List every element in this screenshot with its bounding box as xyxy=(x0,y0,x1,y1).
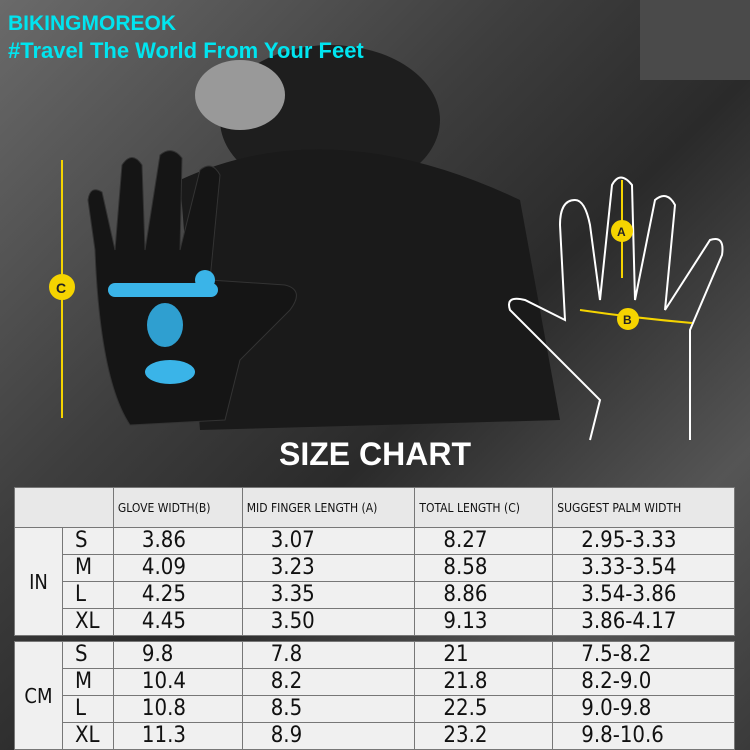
label-a: A xyxy=(617,225,626,239)
column-header: GLOVE WIDTH(B) xyxy=(112,487,243,528)
column-header: SUGGEST PALM WIDTH xyxy=(552,487,735,528)
table-cell: 8.9 xyxy=(241,722,416,750)
size-label: XL xyxy=(61,608,114,636)
table-row: XL 11.3 8.9 23.2 9.8-10.6 xyxy=(15,722,735,750)
unit-label: IN xyxy=(14,527,63,636)
size-label: L xyxy=(61,581,114,609)
table-cell: 22.5 xyxy=(414,695,554,723)
corner-cell xyxy=(14,487,114,528)
table-cell: 3.86 xyxy=(112,527,243,555)
hand-outline xyxy=(508,176,724,441)
table-cell: 8.27 xyxy=(414,527,554,555)
table-cell: 3.23 xyxy=(241,554,416,582)
table-cell: 11.3 xyxy=(112,722,243,750)
table-row: CM S 9.8 7.8 21 7.5-8.2 xyxy=(14,641,735,750)
label-b: B xyxy=(623,313,632,327)
table-cell: 8.58 xyxy=(414,554,554,582)
table-cell: 3.50 xyxy=(241,608,416,636)
table-cell: 7.5-8.2 xyxy=(552,641,735,669)
table-cell: 4.45 xyxy=(112,608,243,636)
table-cell: 23.2 xyxy=(414,722,554,750)
size-chart-table: GLOVE WIDTH(B) MID FINGER LENGTH (A) TOTAL… xyxy=(14,487,735,750)
table-cell: 8.2-9.0 xyxy=(552,668,735,696)
table-cell: 9.0-9.8 xyxy=(552,695,735,723)
table-cell: 9.8-10.6 xyxy=(552,722,735,750)
size-chart-title: SIZE CHART xyxy=(279,436,471,472)
table-cell: 8.2 xyxy=(241,668,416,696)
glove-photo xyxy=(87,150,297,426)
table-cell: 8.5 xyxy=(241,695,416,723)
table-cell: 10.8 xyxy=(112,695,243,723)
table-cell: 4.09 xyxy=(112,554,243,582)
table-row: M 10.4 8.2 21.8 8.2-9.0 xyxy=(15,668,735,696)
table-cell: 21.8 xyxy=(414,668,554,696)
column-header: MID FINGER LENGTH (A) xyxy=(241,487,416,528)
table-cell: 9.8 xyxy=(112,641,243,669)
size-label: M xyxy=(61,554,114,582)
brand-name: BIKINGMOREOK xyxy=(8,12,176,35)
size-label: M xyxy=(61,668,114,696)
table-cell: 10.4 xyxy=(112,668,243,696)
table-cell: 9.13 xyxy=(414,608,554,636)
table-row: IN S 3.86 3.07 8.27 2.95-3.33 xyxy=(14,527,735,636)
table-row: L 10.8 8.5 22.5 9.0-9.8 xyxy=(15,695,735,723)
column-header: TOTAL LENGTH (C) xyxy=(414,487,554,528)
table-cell: 3.54-3.86 xyxy=(552,581,735,609)
table-row: XL 4.45 3.50 9.13 3.86-4.17 xyxy=(15,608,735,636)
table-cell: 8.86 xyxy=(414,581,554,609)
size-c-indicator xyxy=(49,160,75,418)
label-c: C xyxy=(56,280,66,296)
size-a-b-indicators xyxy=(579,180,693,330)
table-cell: 21 xyxy=(414,641,554,669)
table-row: L 4.25 3.35 8.86 3.54-3.86 xyxy=(15,581,735,609)
header-row: GLOVE WIDTH(B) MID FINGER LENGTH (A) TOTAL… xyxy=(14,487,735,528)
size-label: XL xyxy=(61,722,114,750)
table-cell: 3.33-3.54 xyxy=(552,554,735,582)
tagline: #Travel The World From Your Feet xyxy=(8,38,364,63)
size-label: S xyxy=(61,527,114,555)
table-cell: 3.35 xyxy=(241,581,416,609)
table-cell: 2.95-3.33 xyxy=(552,527,735,555)
table-cell: 3.86-4.17 xyxy=(552,608,735,636)
table-row: M 4.09 3.23 8.58 3.33-3.54 xyxy=(15,554,735,582)
table-cell: 7.8 xyxy=(241,641,416,669)
table-cell: 4.25 xyxy=(112,581,243,609)
size-label: L xyxy=(61,695,114,723)
table-cell: 3.07 xyxy=(241,527,416,555)
size-label: S xyxy=(61,641,114,669)
unit-label: CM xyxy=(14,641,63,750)
